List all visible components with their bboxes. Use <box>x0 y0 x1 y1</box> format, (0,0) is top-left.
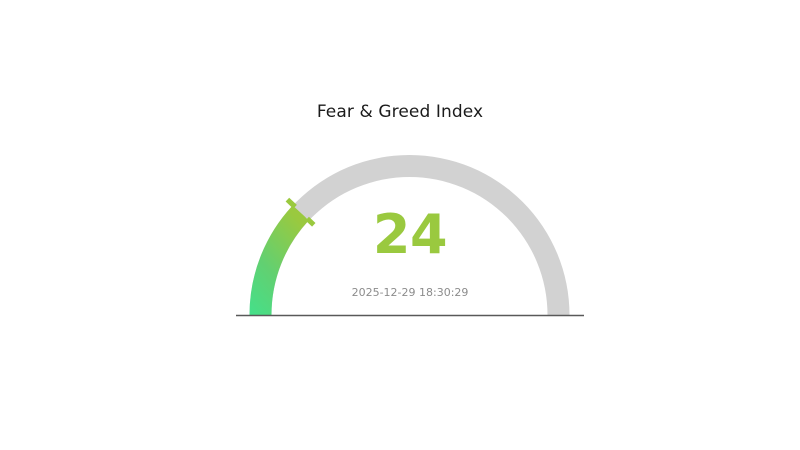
gauge-value-arc <box>249 205 309 315</box>
gauge-marker-outer-tip <box>285 197 297 209</box>
gauge-timestamp: 2025-12-29 18:30:29 <box>351 286 469 299</box>
gauge-marker-inner-tip <box>305 216 316 227</box>
page-title: Fear & Greed Index <box>316 102 484 122</box>
gauge-chart: 24 2025-12-29 18:30:29 <box>228 145 592 330</box>
gauge-track-arc <box>249 155 570 315</box>
gauge-value-readout: 24 <box>372 203 448 266</box>
gauge-needle-marker <box>288 201 313 225</box>
gauge-svg <box>236 155 584 317</box>
